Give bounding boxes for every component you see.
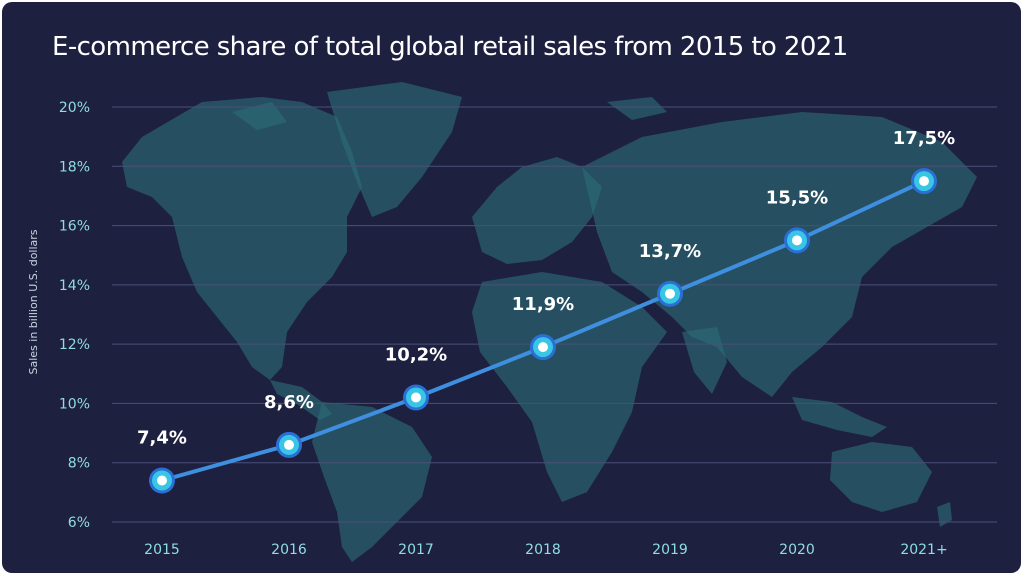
data-point bbox=[784, 227, 810, 254]
marker-dot bbox=[919, 176, 929, 187]
marker-dot bbox=[284, 439, 294, 450]
map-southeast-asia bbox=[792, 397, 887, 437]
y-tick-label: 14% bbox=[59, 278, 90, 294]
data-point bbox=[276, 431, 302, 458]
x-tick-label: 2019 bbox=[652, 542, 688, 558]
y-tick-labels: 6% 8% 10% 12% 14% 16% 18% 20% bbox=[59, 100, 90, 531]
data-point bbox=[530, 334, 556, 361]
marker-dot bbox=[792, 235, 802, 246]
map-greenland bbox=[327, 82, 462, 217]
y-tick-label: 12% bbox=[59, 337, 90, 353]
map-new-zealand bbox=[937, 502, 952, 527]
gridlines bbox=[112, 106, 997, 523]
marker-dot bbox=[157, 475, 167, 486]
data-point bbox=[657, 280, 683, 307]
map-australia bbox=[830, 442, 932, 512]
map-south-america bbox=[312, 402, 432, 562]
data-point bbox=[149, 467, 175, 494]
y-tick-label: 20% bbox=[59, 100, 90, 116]
chart-title: E-commerce share of total global retail … bbox=[52, 32, 848, 62]
data-markers bbox=[149, 168, 937, 494]
y-tick-label: 10% bbox=[59, 396, 90, 412]
data-label: 15,5% bbox=[766, 187, 828, 208]
x-tick-label: 2017 bbox=[398, 542, 434, 558]
map-arctic-islands-east bbox=[607, 97, 667, 120]
data-label: 10,2% bbox=[385, 345, 447, 366]
map-africa bbox=[472, 272, 667, 502]
x-tick-label: 2016 bbox=[271, 542, 307, 558]
world-map-background bbox=[122, 82, 977, 562]
map-central-america bbox=[270, 380, 332, 420]
data-label: 17,5% bbox=[893, 128, 955, 149]
y-tick-label: 18% bbox=[59, 159, 90, 175]
data-point bbox=[403, 384, 429, 411]
x-tick-label: 2021+ bbox=[900, 542, 947, 558]
x-tick-labels: 2015 2016 2017 2018 2019 2020 2021+ bbox=[144, 542, 948, 558]
marker-dot bbox=[411, 392, 421, 403]
map-asia bbox=[582, 112, 977, 397]
map-north-america bbox=[122, 97, 362, 380]
x-tick-label: 2015 bbox=[144, 542, 180, 558]
map-arctic-islands bbox=[232, 102, 287, 130]
marker-dot bbox=[538, 342, 548, 353]
x-tick-label: 2020 bbox=[779, 542, 815, 558]
map-europe bbox=[472, 157, 602, 264]
data-point bbox=[911, 168, 937, 195]
y-tick-label: 6% bbox=[68, 515, 90, 531]
marker-dot bbox=[665, 288, 675, 299]
y-axis-label: Sales in billion U.S. dollars bbox=[27, 229, 40, 374]
data-label: 7,4% bbox=[137, 428, 187, 449]
y-tick-label: 8% bbox=[68, 456, 90, 472]
data-labels: 7,4% 8,6% 10,2% 11,9% 13,7% 15,5% 17,5% bbox=[137, 128, 955, 448]
data-label: 11,9% bbox=[512, 294, 574, 315]
data-label: 8,6% bbox=[264, 392, 314, 413]
y-tick-label: 16% bbox=[59, 219, 90, 235]
data-label: 13,7% bbox=[639, 241, 701, 262]
x-tick-label: 2018 bbox=[525, 542, 561, 558]
